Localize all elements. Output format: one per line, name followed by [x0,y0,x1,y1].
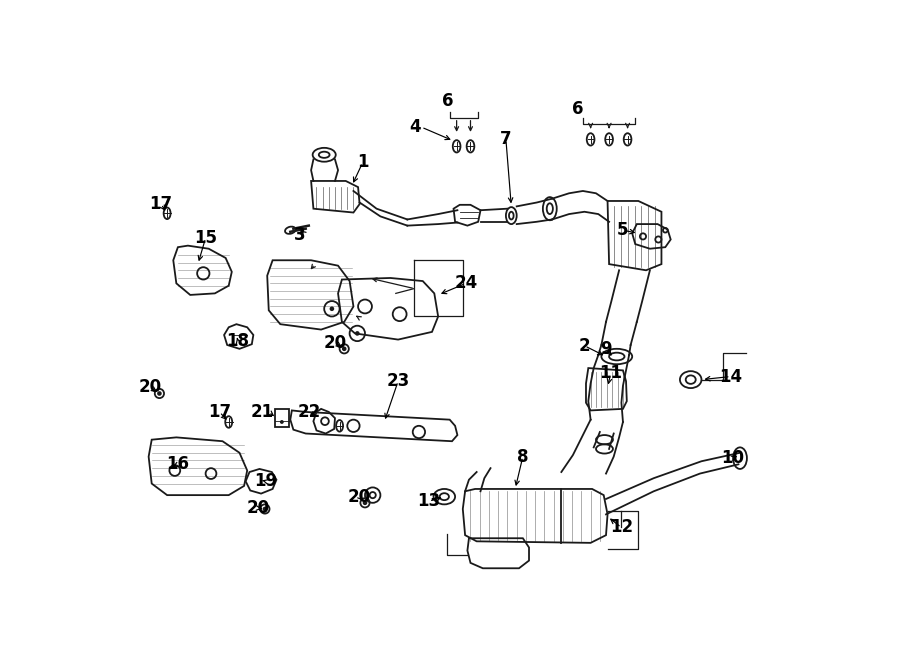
Text: 11: 11 [599,364,622,383]
Text: 24: 24 [454,274,478,292]
Text: 8: 8 [518,447,528,465]
Circle shape [342,346,346,351]
Text: 5: 5 [617,221,629,239]
Text: 22: 22 [297,403,320,421]
Text: 15: 15 [194,229,217,247]
Text: 6: 6 [572,100,583,118]
Text: 18: 18 [227,332,249,350]
Text: 20: 20 [247,499,269,517]
Circle shape [355,331,360,336]
Text: 17: 17 [149,195,173,213]
Text: 4: 4 [410,118,421,136]
Text: 23: 23 [386,372,410,390]
Text: 21: 21 [251,403,274,421]
Circle shape [263,507,267,512]
Bar [274,409,289,428]
Text: 14: 14 [719,368,742,385]
Text: 1: 1 [357,153,368,171]
Text: 20: 20 [139,378,162,397]
Text: 17: 17 [208,403,231,421]
Circle shape [329,307,334,311]
Text: 2: 2 [579,336,590,355]
Text: 9: 9 [600,340,612,358]
Text: 3: 3 [293,226,305,244]
Text: 6: 6 [443,92,454,110]
Circle shape [158,391,162,396]
Text: 20: 20 [323,334,346,352]
Text: 19: 19 [254,472,277,490]
Text: 10: 10 [721,449,743,467]
Text: 12: 12 [610,518,633,537]
Text: 7: 7 [500,130,512,148]
Text: 13: 13 [418,492,440,510]
Circle shape [280,420,284,424]
Circle shape [363,500,367,505]
Text: 20: 20 [348,488,371,506]
Text: 16: 16 [166,455,189,473]
